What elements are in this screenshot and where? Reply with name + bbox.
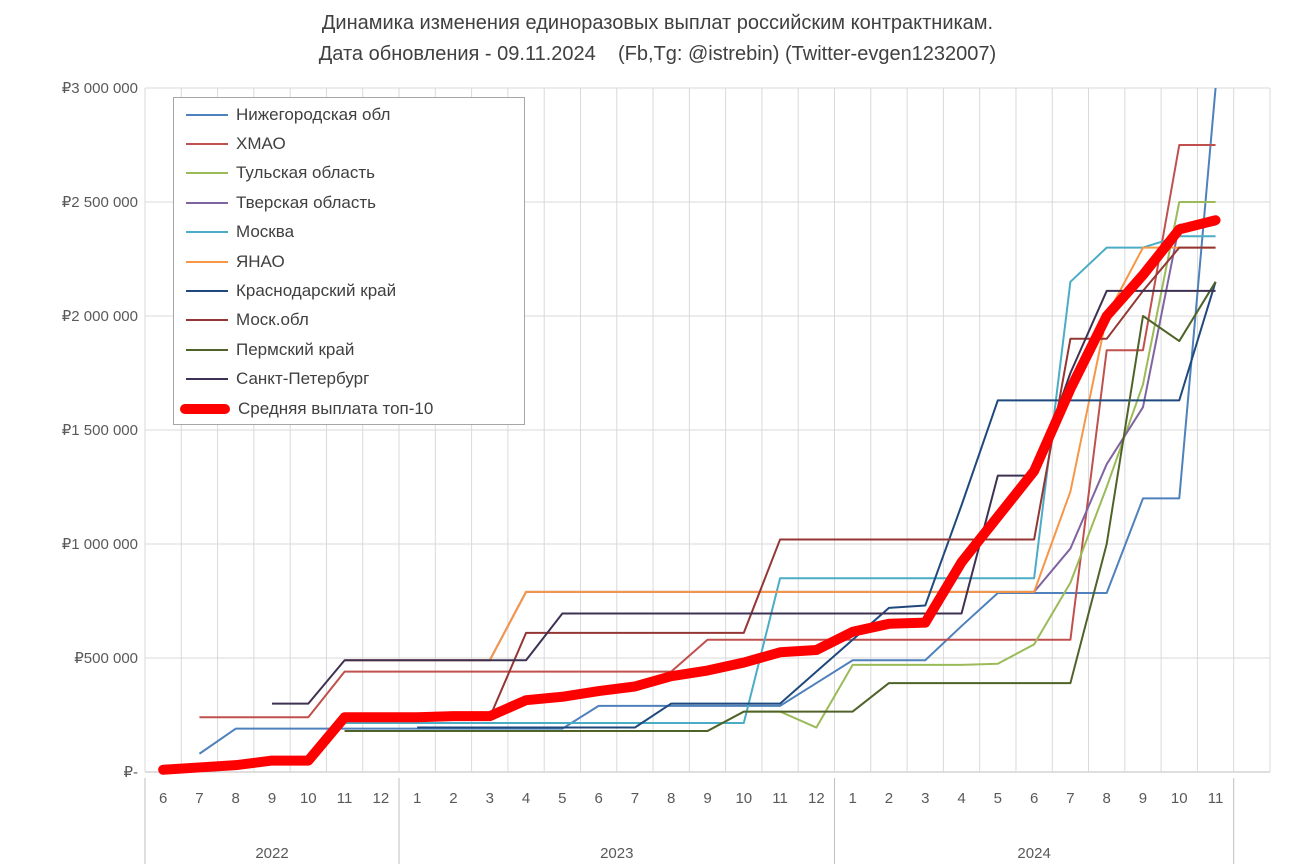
- x-axis-month-label: 11: [337, 790, 353, 807]
- legend-label: ЯНАО: [236, 251, 285, 271]
- x-axis-month-label: 10: [1171, 790, 1188, 807]
- legend-swatch-icon: [186, 289, 228, 292]
- legend-swatch-icon: [186, 113, 228, 116]
- legend-item: Москва: [174, 218, 294, 247]
- x-axis-month-label: 4: [957, 790, 965, 807]
- legend-item: Моск.обл: [174, 306, 309, 335]
- x-axis-month-label: 10: [300, 790, 317, 807]
- y-axis-label: ₽-: [123, 764, 138, 781]
- legend-label: Санкт-Петербург: [236, 369, 370, 389]
- x-axis-month-label: 12: [808, 790, 825, 807]
- legend-label: Моск.обл: [236, 310, 309, 330]
- legend-swatch-icon: [186, 378, 228, 381]
- legend-swatch-icon: [186, 260, 228, 263]
- x-axis-month-label: 5: [558, 790, 566, 807]
- series-line-москва: [344, 235, 1216, 724]
- x-axis-month-label: 12: [373, 790, 390, 807]
- legend-swatch-icon: [186, 142, 228, 145]
- legend-item: Тульская область: [174, 159, 375, 188]
- y-axis-label: ₽3 000 000: [62, 80, 138, 97]
- x-axis-month-label: 6: [594, 790, 602, 807]
- legend-label: Нижегородская обл: [236, 104, 391, 124]
- x-axis-year-label: 2023: [600, 845, 633, 862]
- x-axis-month-label: 2: [885, 790, 893, 807]
- legend: Нижегородская обл ХМАО Тульская область Тве…: [173, 97, 525, 425]
- series-line-пермский-край: [344, 281, 1217, 732]
- legend-item: Пермский край: [174, 335, 354, 364]
- x-axis-month-label: 8: [232, 790, 240, 807]
- y-axis-label: ₽2 500 000: [62, 194, 138, 211]
- x-axis-year-label: 2022: [255, 845, 288, 862]
- legend-label: Москва: [236, 222, 295, 242]
- chart-subtitle: Дата обновления - 09.11.2024 (Fb,Tg: @is…: [318, 43, 997, 65]
- x-axis-month-label: 11: [1208, 790, 1224, 807]
- x-axis-month-label: 1: [848, 790, 856, 807]
- legend-item: Нижегородская обл: [174, 100, 390, 129]
- series-line-хмао: [199, 144, 1216, 719]
- series-line-средняя-выплата-топ-10: [158, 215, 1221, 775]
- legend-swatch-icon: [186, 231, 228, 234]
- series-line-нижегородская-обл: [198, 87, 1217, 755]
- legend-item: Средняя выплата топ-10: [174, 394, 433, 423]
- x-axis-month-label: 8: [1103, 790, 1111, 807]
- legend-swatch-icon: [186, 348, 228, 351]
- legend-item: Санкт-Петербург: [174, 365, 369, 394]
- x-axis-month-label: 7: [195, 790, 203, 807]
- legend-label: Пермский край: [236, 339, 355, 359]
- y-axis-label: ₽1 000 000: [62, 536, 138, 553]
- x-axis-month-label: 2: [449, 790, 457, 807]
- legend-swatch-icon: [186, 201, 228, 204]
- y-axis-label: ₽1 500 000: [62, 422, 138, 439]
- y-axis-label: ₽2 000 000: [62, 308, 138, 325]
- x-axis-month-label: 3: [921, 790, 929, 807]
- legend-label: Краснодарский край: [236, 280, 397, 300]
- x-axis-month-label: 10: [735, 790, 752, 807]
- legend-label: Тульская область: [236, 163, 375, 183]
- x-axis-month-label: 7: [631, 790, 639, 807]
- y-axis-label: ₽500 000: [74, 650, 138, 667]
- x-axis-month-label: 8: [667, 790, 675, 807]
- series-line-краснодарский-край: [417, 281, 1217, 729]
- x-axis-month-label: 3: [486, 790, 494, 807]
- x-axis-month-label: 5: [994, 790, 1002, 807]
- x-axis-month-label: 9: [703, 790, 711, 807]
- x-axis-month-label: 9: [268, 790, 276, 807]
- legend-label: Тверская область: [236, 192, 377, 212]
- legend-item: Краснодарский край: [174, 276, 396, 305]
- legend-label: Средняя выплата топ-10: [238, 398, 434, 418]
- chart-title: Динамика изменения единоразовых выплат р…: [321, 12, 994, 34]
- x-axis-month-label: 6: [1030, 790, 1038, 807]
- x-axis-month-label: 7: [1066, 790, 1074, 807]
- x-axis-year-label: 2024: [1017, 845, 1050, 862]
- x-axis-month-label: 1: [413, 790, 421, 807]
- legend-swatch-icon: [180, 403, 230, 414]
- x-axis-month-label: 9: [1139, 790, 1147, 807]
- x-axis-month-label: 4: [522, 790, 530, 807]
- legend-swatch-icon: [186, 172, 228, 175]
- legend-item: ХМАО: [174, 129, 286, 158]
- legend-item: Тверская область: [174, 188, 376, 217]
- legend-swatch-icon: [186, 319, 228, 322]
- legend-item: ЯНАО: [174, 247, 285, 276]
- x-axis-month-label: 6: [159, 790, 167, 807]
- legend-label: ХМАО: [236, 133, 286, 153]
- x-axis-month-label: 11: [772, 790, 788, 807]
